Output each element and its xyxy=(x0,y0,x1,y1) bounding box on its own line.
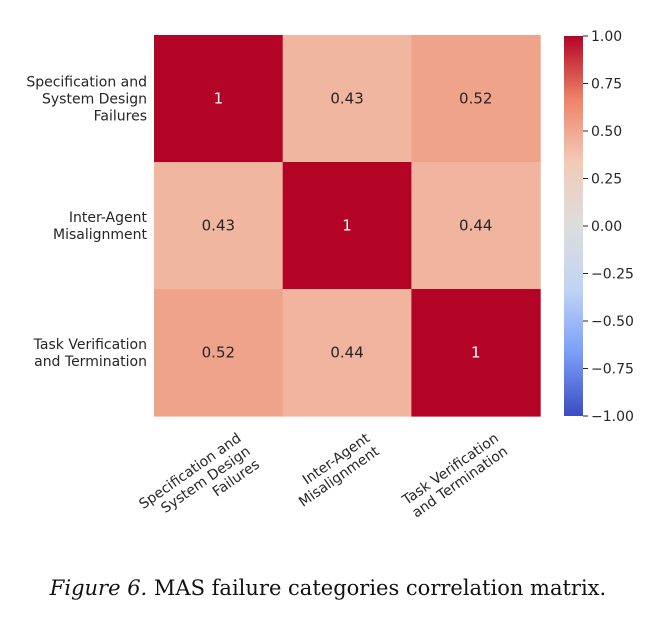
row-labels: Specification and System Design Failures In… xyxy=(26,75,147,371)
colorbar-tick-label: −0.75 xyxy=(591,362,634,378)
column-labels: Specification andSystem DesignFailures In… xyxy=(136,430,511,539)
cell-value-label: 1 xyxy=(471,344,481,362)
colorbar xyxy=(564,36,583,416)
row-label-1: Inter-Agent Misalignment xyxy=(53,210,148,243)
heatmap-cell-r1-c2 xyxy=(411,162,541,290)
colorbar-tick-label: −0.25 xyxy=(591,267,634,283)
colorbar-tick-label: 1.00 xyxy=(591,29,622,45)
heatmap-cell-labels: 1 0.43 0.52 0.43 1 0.44 0.52 0.44 1 xyxy=(202,90,493,362)
row-label-line: Failures xyxy=(94,109,147,125)
colorbar-tick-label: 0.00 xyxy=(591,219,622,235)
column-label-2: Task Verificationand Termination xyxy=(399,430,511,522)
caption-text: MAS failure categories correlation matri… xyxy=(153,576,607,600)
colorbar-tick-label: −0.50 xyxy=(591,314,634,330)
row-label-line: and Termination xyxy=(34,354,147,370)
cell-value-label: 0.52 xyxy=(202,344,235,362)
row-label-line: System Design xyxy=(42,92,147,108)
heatmap-cell-r2-c2 xyxy=(411,289,541,417)
cell-value-label: 0.44 xyxy=(459,217,492,235)
cell-value-label: 0.43 xyxy=(202,217,235,235)
cell-value-label: 0.52 xyxy=(459,90,492,108)
row-label-0: Specification and System Design Failures xyxy=(26,75,147,125)
colorbar-tick-label: 0.50 xyxy=(591,124,622,140)
heatmap-cell-r1-c0 xyxy=(154,162,284,290)
row-label-line: Task Verification xyxy=(33,337,147,353)
colorbar-tick-label: 0.25 xyxy=(591,172,622,188)
column-label-0: Specification andSystem DesignFailures xyxy=(136,430,262,539)
row-label-line: Inter-Agent xyxy=(69,210,148,226)
colorbar-tick-label: −1.00 xyxy=(591,409,634,425)
cell-value-label: 1 xyxy=(214,90,224,108)
cell-value-label: 0.43 xyxy=(330,90,363,108)
heatmap-cell-r0-c2 xyxy=(411,35,541,163)
heatmap-cell-r2-c0 xyxy=(154,289,284,417)
heatmap-cell-r1-c1 xyxy=(282,162,412,290)
heatmap-cell-r0-c0 xyxy=(154,35,284,163)
row-label-line: Misalignment xyxy=(53,227,148,243)
heatmap-cell-r0-c1 xyxy=(282,35,412,163)
cell-value-label: 1 xyxy=(342,217,352,235)
colorbar-ticks: 1.00 0.75 0.50 0.25 0.00 −0.25 −0.50 −0.75 −1.00 xyxy=(583,29,634,425)
figure-caption: Figure 6. MAS failure categories correla… xyxy=(0,576,656,600)
colorbar-tick-label: 0.75 xyxy=(591,77,622,93)
figure-number: Figure 6. xyxy=(49,576,148,600)
column-label-1: Inter-AgentMisalignment xyxy=(287,430,383,510)
row-label-line: Specification and xyxy=(26,75,147,91)
cell-value-label: 0.44 xyxy=(330,344,363,362)
heatmap-cell-r2-c1 xyxy=(282,289,412,417)
heatmap-cells xyxy=(154,35,541,417)
row-label-2: Task Verification and Termination xyxy=(33,337,147,370)
